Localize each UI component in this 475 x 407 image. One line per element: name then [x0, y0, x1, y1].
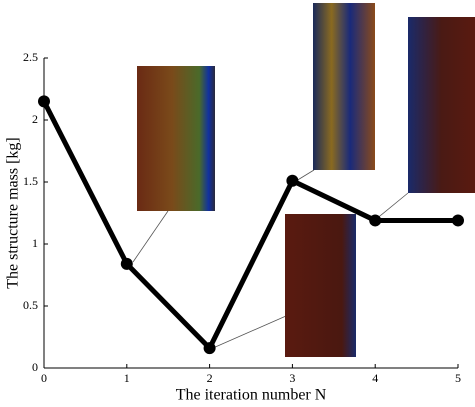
x-tick-label: 5	[455, 371, 461, 385]
y-tick-label: 1.5	[23, 174, 38, 188]
x-tick-label: 2	[207, 371, 213, 385]
inset-image	[408, 17, 475, 193]
x-tick-label: 0	[41, 371, 47, 385]
data-point	[452, 214, 464, 226]
x-tick-label: 4	[372, 371, 378, 385]
data-line	[44, 101, 458, 348]
inset-image	[285, 214, 356, 357]
connector	[133, 211, 168, 262]
x-tick-label: 3	[289, 371, 295, 385]
data-point	[369, 214, 381, 226]
y-tick-label: 0.5	[23, 298, 38, 312]
y-tick-label: 1	[32, 236, 38, 250]
inset-image	[137, 66, 215, 211]
insets	[137, 3, 475, 357]
y-tick-label: 0	[32, 360, 38, 374]
inset-image	[313, 3, 375, 170]
x-tick-label: 1	[124, 371, 130, 385]
chart: The iteration number N The structure mas…	[0, 0, 475, 407]
y-tick-label: 2	[32, 112, 38, 126]
data-point	[286, 175, 298, 187]
y-axis-title: The structure mass [kg]	[5, 137, 22, 289]
data-point	[204, 342, 216, 354]
data-point	[121, 258, 133, 270]
data-point	[38, 95, 50, 107]
connector	[296, 170, 314, 181]
axes-frame	[44, 58, 458, 368]
y-tick-label: 2.5	[23, 50, 38, 64]
x-axis-title: The iteration number N	[176, 387, 327, 404]
connector	[375, 193, 408, 220]
